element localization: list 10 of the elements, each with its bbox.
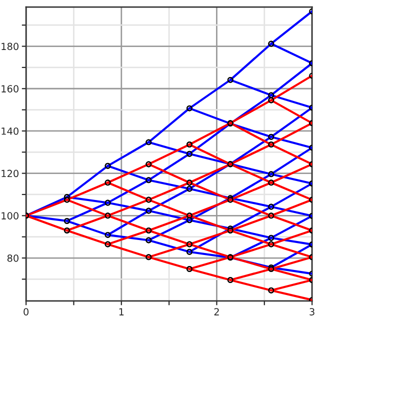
y-tick-label: 140 <box>2 127 18 135</box>
x-tick-label: 3 <box>310 308 314 316</box>
y-tick-label: 80 <box>7 254 18 262</box>
x-tick-label: 2 <box>214 308 219 316</box>
y-tick-label: 100 <box>2 212 18 220</box>
x-tick-label: 1 <box>119 308 124 316</box>
y-tick-label: 180 <box>2 42 18 50</box>
y-tick-label: 120 <box>2 170 18 178</box>
y-tick-label: 160 <box>2 85 18 92</box>
x-tick-label: 0 <box>24 308 29 316</box>
